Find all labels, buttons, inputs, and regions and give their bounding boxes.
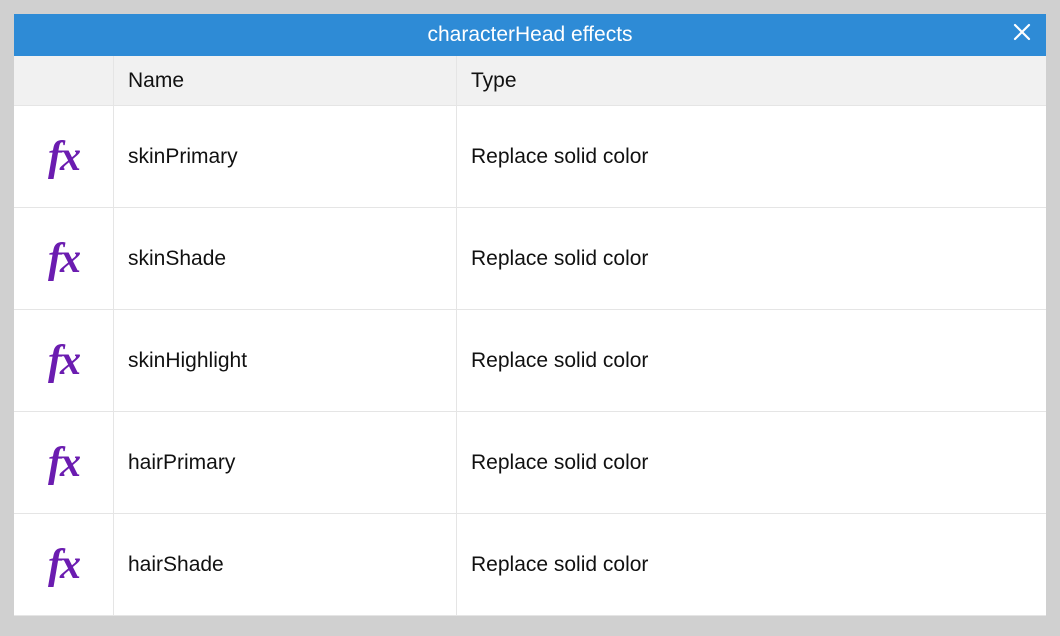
row-icon-cell: fx — [14, 208, 114, 309]
effect-name: skinHighlight — [128, 349, 247, 373]
effect-type: Replace solid color — [471, 553, 648, 577]
effects-window: characterHead effects Name Type fx — [14, 14, 1046, 616]
header-name-label: Name — [128, 69, 184, 93]
header-icon-col — [14, 56, 114, 105]
row-name-cell: skinShade — [114, 208, 457, 309]
header-name-col: Name — [114, 56, 457, 105]
fx-icon: fx — [48, 340, 79, 382]
effect-type: Replace solid color — [471, 247, 648, 271]
titlebar: characterHead effects — [14, 14, 1046, 56]
effect-name: skinPrimary — [128, 145, 238, 169]
row-name-cell: skinPrimary — [114, 106, 457, 207]
effect-type: Replace solid color — [471, 145, 648, 169]
table-row[interactable]: fx hairShade Replace solid color — [14, 514, 1046, 616]
row-name-cell: hairPrimary — [114, 412, 457, 513]
close-button[interactable] — [1012, 22, 1032, 48]
header-type-col: Type — [457, 56, 1046, 105]
effect-type: Replace solid color — [471, 451, 648, 475]
row-name-cell: hairShade — [114, 514, 457, 615]
row-type-cell: Replace solid color — [457, 106, 1046, 207]
window-title: characterHead effects — [427, 23, 632, 47]
table-row[interactable]: fx skinShade Replace solid color — [14, 208, 1046, 310]
effect-name: hairShade — [128, 553, 224, 577]
fx-icon: fx — [48, 136, 79, 178]
table-header-row: Name Type — [14, 56, 1046, 106]
effects-table: Name Type fx skinPrimary Replace solid c… — [14, 56, 1046, 616]
row-icon-cell: fx — [14, 106, 114, 207]
row-icon-cell: fx — [14, 412, 114, 513]
row-type-cell: Replace solid color — [457, 208, 1046, 309]
header-type-label: Type — [471, 69, 517, 93]
row-icon-cell: fx — [14, 514, 114, 615]
fx-icon: fx — [48, 442, 79, 484]
row-type-cell: Replace solid color — [457, 412, 1046, 513]
table-row[interactable]: fx skinHighlight Replace solid color — [14, 310, 1046, 412]
row-type-cell: Replace solid color — [457, 310, 1046, 411]
effect-type: Replace solid color — [471, 349, 648, 373]
row-icon-cell: fx — [14, 310, 114, 411]
effect-name: hairPrimary — [128, 451, 235, 475]
row-type-cell: Replace solid color — [457, 514, 1046, 615]
table-row[interactable]: fx skinPrimary Replace solid color — [14, 106, 1046, 208]
table-row[interactable]: fx hairPrimary Replace solid color — [14, 412, 1046, 514]
close-icon — [1012, 22, 1032, 48]
fx-icon: fx — [48, 238, 79, 280]
row-name-cell: skinHighlight — [114, 310, 457, 411]
fx-icon: fx — [48, 544, 79, 586]
effect-name: skinShade — [128, 247, 226, 271]
